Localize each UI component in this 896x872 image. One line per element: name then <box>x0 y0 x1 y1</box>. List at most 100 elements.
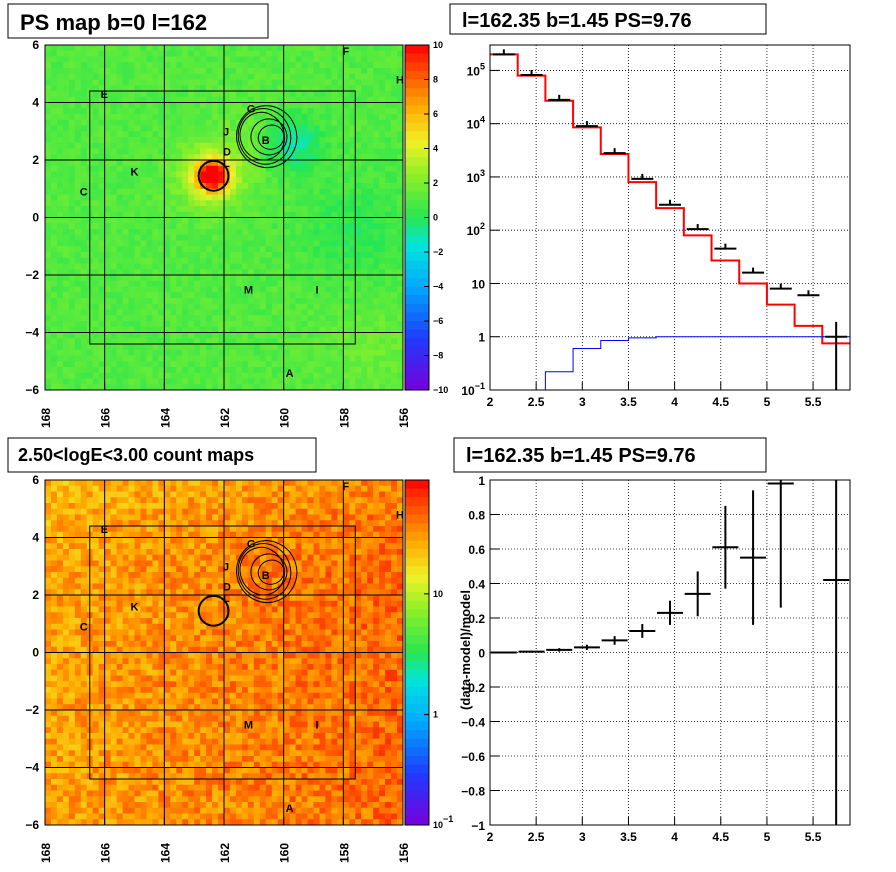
heatmap-cell <box>188 108 195 115</box>
heatmap-cell <box>80 85 88 92</box>
heatmap-cell <box>158 200 165 207</box>
heatmap-cell <box>176 183 183 190</box>
heatmap-cell <box>98 589 106 596</box>
heatmap-cell <box>343 79 350 86</box>
heatmap-cell <box>373 165 380 172</box>
heatmap-cell <box>224 96 231 103</box>
heatmap-cell <box>56 372 64 379</box>
heatmap-cell <box>265 96 273 103</box>
heatmap-cell <box>379 108 386 115</box>
heatmap-cell <box>295 303 302 310</box>
heatmap-cell <box>331 177 338 184</box>
heatmap-cell <box>110 773 117 780</box>
heatmap-cell <box>56 125 64 132</box>
heatmap-cell <box>134 309 141 316</box>
heatmap-cell <box>182 275 189 282</box>
heatmap-cell <box>146 721 153 728</box>
heatmap-cell <box>68 698 76 705</box>
heatmap-cell <box>152 612 159 619</box>
heatmap-cell <box>379 217 386 224</box>
heatmap-cell <box>176 246 183 253</box>
heatmap-cell <box>146 315 153 322</box>
heatmap-cell <box>110 200 117 207</box>
heatmap-cell <box>80 692 88 699</box>
heatmap-cell <box>164 45 171 52</box>
heatmap-cell <box>325 315 332 322</box>
colorbar-band <box>405 355 429 365</box>
heatmap-cell <box>62 85 70 92</box>
heatmap-cell <box>361 194 368 201</box>
heatmap-cell <box>200 338 207 345</box>
heatmap-cell <box>74 50 82 57</box>
heatmap-cell <box>247 171 255 178</box>
heatmap-cell <box>140 188 147 195</box>
heatmap-cell <box>152 520 159 527</box>
heatmap-cell <box>158 566 165 573</box>
heatmap-cell <box>295 50 302 57</box>
heatmap-cell <box>45 520 52 527</box>
heatmap-cell <box>349 257 356 264</box>
heatmap-cell <box>373 91 380 98</box>
heatmap-cell <box>122 807 129 814</box>
heatmap-cell <box>110 750 117 757</box>
heatmap-cell <box>62 183 70 190</box>
heatmap-cell <box>92 206 100 213</box>
heatmap-cell <box>62 108 70 115</box>
heatmap-cell <box>98 292 106 299</box>
heatmap-cell <box>104 303 112 310</box>
heatmap-cell <box>188 344 195 351</box>
heatmap-cell <box>140 698 147 705</box>
heatmap-cell <box>265 194 273 201</box>
heatmap-cell <box>152 321 159 328</box>
heatmap-cell <box>385 73 392 80</box>
heatmap-cell <box>56 796 64 803</box>
heatmap-cell <box>110 779 117 786</box>
heatmap-cell <box>188 338 195 345</box>
heatmap-cell <box>92 733 100 740</box>
heatmap-cell <box>50 756 58 763</box>
heatmap-cell <box>313 263 320 270</box>
heatmap-cell <box>331 56 338 63</box>
heatmap-cell <box>313 137 320 144</box>
heatmap-cell <box>45 600 52 607</box>
heatmap-cell <box>319 355 326 362</box>
heatmap-cell <box>170 102 177 109</box>
heatmap-cell <box>200 194 207 201</box>
spectrum-title: l=162.35 b=1.45 PS=9.76 <box>449 3 767 35</box>
heatmap-cell <box>391 315 398 322</box>
heatmap-cell <box>146 165 153 172</box>
heatmap-cell <box>295 183 302 190</box>
heatmap-cell <box>391 234 398 241</box>
heatmap-cell <box>134 148 141 155</box>
heatmap-cell <box>200 332 207 339</box>
heatmap-cell <box>170 68 177 75</box>
heatmap-cell <box>295 252 302 259</box>
heatmap-cell <box>194 292 201 299</box>
heatmap-cell <box>307 68 314 75</box>
heatmap-cell <box>164 292 171 299</box>
heatmap-cell <box>176 45 183 52</box>
heatmap-cell <box>391 217 398 224</box>
heatmap-cell <box>182 263 189 270</box>
heatmap-cell <box>355 355 362 362</box>
heatmap-cell <box>373 315 380 322</box>
heatmap-cell <box>56 692 64 699</box>
heatmap-cell <box>265 246 273 253</box>
heatmap-cell <box>367 131 374 138</box>
heatmap-cell <box>194 108 201 115</box>
heatmap-cell <box>212 125 219 132</box>
heatmap-cell <box>74 710 82 717</box>
heatmap-cell <box>373 286 380 293</box>
heatmap-cell <box>200 62 207 69</box>
heatmap-cell <box>122 531 129 538</box>
heatmap-cell <box>200 96 207 103</box>
heatmap-cell <box>104 332 112 339</box>
heatmap-cell <box>283 96 291 103</box>
heatmap-cell <box>164 183 171 190</box>
heatmap-cell <box>80 223 88 230</box>
heatmap-cell <box>224 62 231 69</box>
heatmap-cell <box>200 246 207 253</box>
heatmap-cell <box>116 269 123 276</box>
heatmap-cell <box>194 56 201 63</box>
heatmap-cell <box>74 641 82 648</box>
